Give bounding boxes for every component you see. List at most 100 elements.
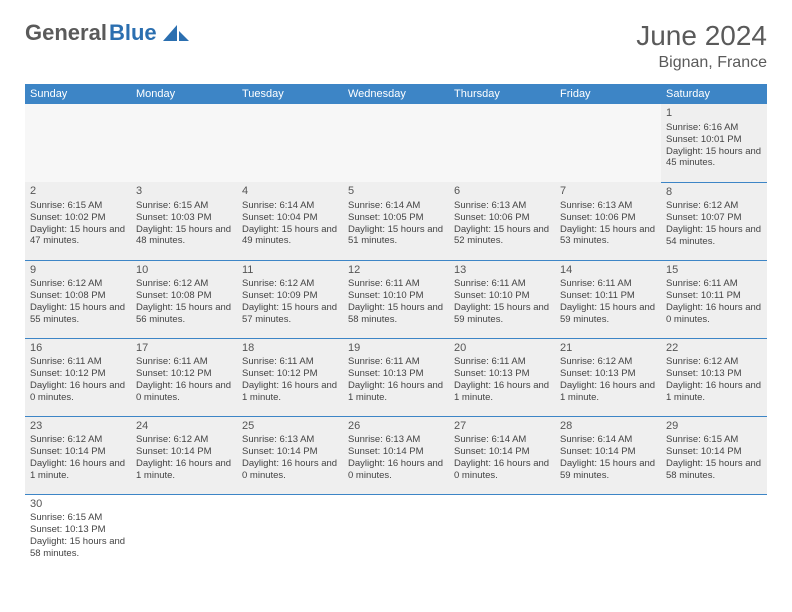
daylight-text: Daylight: 16 hours and 1 minute. xyxy=(30,458,126,482)
daylight-text: Daylight: 16 hours and 1 minute. xyxy=(136,458,232,482)
calendar-day-cell: 15Sunrise: 6:11 AMSunset: 10:11 PMDaylig… xyxy=(661,260,767,338)
sunset-text: Sunset: 10:12 PM xyxy=(30,368,126,380)
calendar-day-cell: 27Sunrise: 6:14 AMSunset: 10:14 PMDaylig… xyxy=(449,416,555,494)
weekday-header: Friday xyxy=(555,84,661,104)
calendar-day-cell: 17Sunrise: 6:11 AMSunset: 10:12 PMDaylig… xyxy=(131,338,237,416)
daylight-text: Daylight: 15 hours and 59 minutes. xyxy=(560,458,656,482)
day-number: 1 xyxy=(666,107,762,121)
day-number: 21 xyxy=(560,342,656,356)
calendar-day-cell: 1Sunrise: 6:16 AMSunset: 10:01 PMDayligh… xyxy=(661,104,767,182)
daylight-text: Daylight: 16 hours and 1 minute. xyxy=(454,380,550,404)
calendar-day-cell xyxy=(343,104,449,182)
calendar-week-row: 16Sunrise: 6:11 AMSunset: 10:12 PMDaylig… xyxy=(25,338,767,416)
sunrise-text: Sunrise: 6:11 AM xyxy=(560,278,656,290)
sunrise-text: Sunrise: 6:15 AM xyxy=(30,512,126,524)
daylight-text: Daylight: 16 hours and 1 minute. xyxy=(348,380,444,404)
calendar-day-cell: 9Sunrise: 6:12 AMSunset: 10:08 PMDayligh… xyxy=(25,260,131,338)
sunrise-text: Sunrise: 6:11 AM xyxy=(242,356,338,368)
daylight-text: Daylight: 15 hours and 59 minutes. xyxy=(454,302,550,326)
calendar-table: SundayMondayTuesdayWednesdayThursdayFrid… xyxy=(25,84,767,572)
daylight-text: Daylight: 16 hours and 0 minutes. xyxy=(30,380,126,404)
day-number: 14 xyxy=(560,264,656,278)
sunrise-text: Sunrise: 6:12 AM xyxy=(560,356,656,368)
day-number: 30 xyxy=(30,498,126,512)
calendar-day-cell xyxy=(343,494,449,572)
day-number: 5 xyxy=(348,185,444,199)
calendar-day-cell xyxy=(131,494,237,572)
day-number: 10 xyxy=(136,264,232,278)
calendar-day-cell xyxy=(555,104,661,182)
weekday-header: Sunday xyxy=(25,84,131,104)
day-number: 7 xyxy=(560,185,656,199)
calendar-day-cell: 29Sunrise: 6:15 AMSunset: 10:14 PMDaylig… xyxy=(661,416,767,494)
sunrise-text: Sunrise: 6:12 AM xyxy=(666,200,762,212)
day-number: 3 xyxy=(136,185,232,199)
sunset-text: Sunset: 10:13 PM xyxy=(30,524,126,536)
sunrise-text: Sunrise: 6:14 AM xyxy=(242,200,338,212)
sunset-text: Sunset: 10:11 PM xyxy=(560,290,656,302)
day-number: 9 xyxy=(30,264,126,278)
calendar-day-cell xyxy=(449,104,555,182)
calendar-day-cell: 2Sunrise: 6:15 AMSunset: 10:02 PMDayligh… xyxy=(25,182,131,260)
logo-text-1: General xyxy=(25,20,107,46)
calendar-day-cell: 22Sunrise: 6:12 AMSunset: 10:13 PMDaylig… xyxy=(661,338,767,416)
sunset-text: Sunset: 10:14 PM xyxy=(454,446,550,458)
sunset-text: Sunset: 10:05 PM xyxy=(348,212,444,224)
calendar-week-row: 30Sunrise: 6:15 AMSunset: 10:13 PMDaylig… xyxy=(25,494,767,572)
calendar-day-cell: 26Sunrise: 6:13 AMSunset: 10:14 PMDaylig… xyxy=(343,416,449,494)
daylight-text: Daylight: 15 hours and 57 minutes. xyxy=(242,302,338,326)
sunset-text: Sunset: 10:07 PM xyxy=(666,212,762,224)
calendar-week-row: 2Sunrise: 6:15 AMSunset: 10:02 PMDayligh… xyxy=(25,182,767,260)
sunrise-text: Sunrise: 6:12 AM xyxy=(666,356,762,368)
sunrise-text: Sunrise: 6:15 AM xyxy=(666,434,762,446)
sunrise-text: Sunrise: 6:12 AM xyxy=(30,434,126,446)
daylight-text: Daylight: 15 hours and 52 minutes. xyxy=(454,224,550,248)
logo: GeneralBlue xyxy=(25,20,189,46)
calendar-week-row: 9Sunrise: 6:12 AMSunset: 10:08 PMDayligh… xyxy=(25,260,767,338)
calendar-day-cell: 7Sunrise: 6:13 AMSunset: 10:06 PMDayligh… xyxy=(555,182,661,260)
calendar-day-cell xyxy=(131,104,237,182)
sunset-text: Sunset: 10:13 PM xyxy=(454,368,550,380)
daylight-text: Daylight: 16 hours and 0 minutes. xyxy=(136,380,232,404)
sunrise-text: Sunrise: 6:11 AM xyxy=(348,278,444,290)
calendar-day-cell: 4Sunrise: 6:14 AMSunset: 10:04 PMDayligh… xyxy=(237,182,343,260)
calendar-day-cell: 30Sunrise: 6:15 AMSunset: 10:13 PMDaylig… xyxy=(25,494,131,572)
sunrise-text: Sunrise: 6:12 AM xyxy=(136,278,232,290)
day-number: 16 xyxy=(30,342,126,356)
day-number: 2 xyxy=(30,185,126,199)
day-number: 23 xyxy=(30,420,126,434)
day-number: 22 xyxy=(666,342,762,356)
day-number: 26 xyxy=(348,420,444,434)
weekday-header: Saturday xyxy=(661,84,767,104)
sunrise-text: Sunrise: 6:14 AM xyxy=(454,434,550,446)
calendar-day-cell: 18Sunrise: 6:11 AMSunset: 10:12 PMDaylig… xyxy=(237,338,343,416)
calendar-day-cell: 12Sunrise: 6:11 AMSunset: 10:10 PMDaylig… xyxy=(343,260,449,338)
sunset-text: Sunset: 10:02 PM xyxy=(30,212,126,224)
calendar-day-cell: 28Sunrise: 6:14 AMSunset: 10:14 PMDaylig… xyxy=(555,416,661,494)
sunset-text: Sunset: 10:06 PM xyxy=(454,212,550,224)
day-number: 12 xyxy=(348,264,444,278)
calendar-day-cell xyxy=(449,494,555,572)
sunrise-text: Sunrise: 6:14 AM xyxy=(348,200,444,212)
sunrise-text: Sunrise: 6:16 AM xyxy=(666,122,762,134)
day-number: 13 xyxy=(454,264,550,278)
sunset-text: Sunset: 10:10 PM xyxy=(454,290,550,302)
calendar-day-cell: 21Sunrise: 6:12 AMSunset: 10:13 PMDaylig… xyxy=(555,338,661,416)
daylight-text: Daylight: 16 hours and 1 minute. xyxy=(560,380,656,404)
sunrise-text: Sunrise: 6:11 AM xyxy=(454,356,550,368)
daylight-text: Daylight: 15 hours and 58 minutes. xyxy=(30,536,126,560)
sunset-text: Sunset: 10:10 PM xyxy=(348,290,444,302)
calendar-day-cell: 11Sunrise: 6:12 AMSunset: 10:09 PMDaylig… xyxy=(237,260,343,338)
calendar-day-cell: 13Sunrise: 6:11 AMSunset: 10:10 PMDaylig… xyxy=(449,260,555,338)
daylight-text: Daylight: 15 hours and 48 minutes. xyxy=(136,224,232,248)
calendar-week-row: 1Sunrise: 6:16 AMSunset: 10:01 PMDayligh… xyxy=(25,104,767,182)
daylight-text: Daylight: 15 hours and 56 minutes. xyxy=(136,302,232,326)
sunrise-text: Sunrise: 6:11 AM xyxy=(454,278,550,290)
sunrise-text: Sunrise: 6:12 AM xyxy=(136,434,232,446)
daylight-text: Daylight: 15 hours and 54 minutes. xyxy=(666,224,762,248)
sunrise-text: Sunrise: 6:11 AM xyxy=(136,356,232,368)
sunset-text: Sunset: 10:06 PM xyxy=(560,212,656,224)
logo-text-2: Blue xyxy=(109,20,157,46)
calendar-day-cell: 8Sunrise: 6:12 AMSunset: 10:07 PMDayligh… xyxy=(661,182,767,260)
daylight-text: Daylight: 15 hours and 55 minutes. xyxy=(30,302,126,326)
